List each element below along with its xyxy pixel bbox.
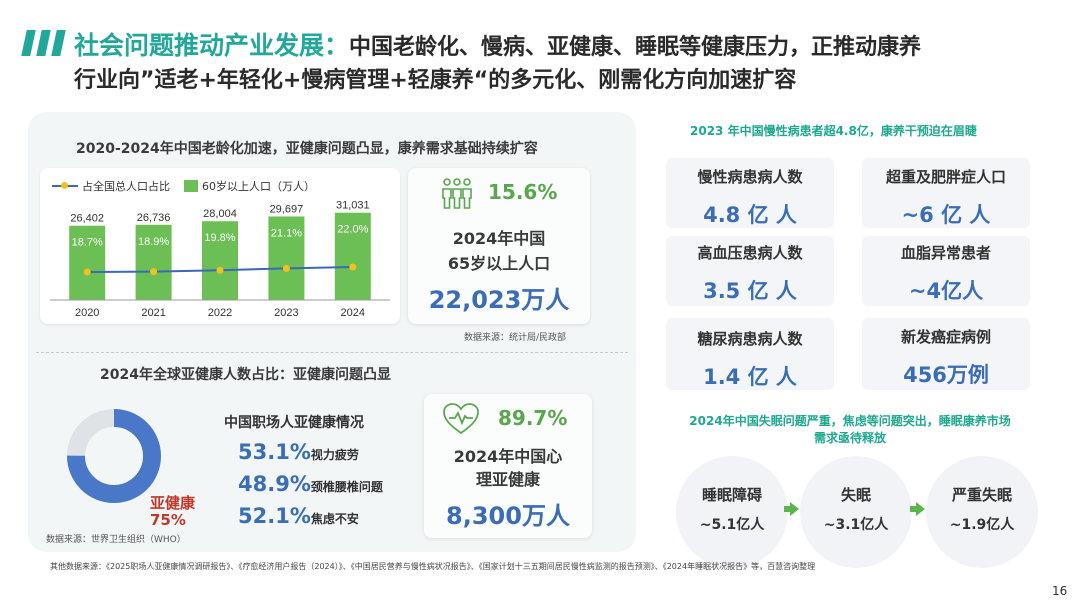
sleep-step-value-2: ~3.1亿人 xyxy=(823,517,889,533)
chronic-value-2: ~6 亿 人 xyxy=(901,203,991,227)
sleep-step-value-3: ~1.9亿人 xyxy=(949,517,1015,533)
donut-label: 亚健康 xyxy=(150,494,196,512)
legend-bar-swatch xyxy=(184,180,198,192)
sleep-heading-2: 需求亟待释放 xyxy=(813,431,886,445)
sleep-step-label-1: 睡眠障碍 xyxy=(701,486,762,504)
chronic-value-5: 1.4 亿 人 xyxy=(703,365,797,389)
chart-bar-label: 26,736 xyxy=(137,212,171,224)
workplace-pct-2: 48.9% xyxy=(238,472,311,496)
elderly-card xyxy=(408,168,590,324)
chart-bar xyxy=(135,224,172,300)
workplace-title: 中国职场人亚健康情况 xyxy=(224,415,364,431)
mental-label-2: 理亚健康 xyxy=(475,470,540,489)
chronic-value-3: 3.5 亿 人 xyxy=(703,279,797,303)
sleep-step-value-1: ~5.1亿人 xyxy=(699,517,765,533)
chart-x-tick: 2021 xyxy=(141,307,165,319)
panel-divider xyxy=(36,352,628,353)
chronic-label-1: 慢性病患病人数 xyxy=(697,168,803,186)
chart-line-point xyxy=(282,264,290,272)
chronic-label-2: 超重及肥胖症人口 xyxy=(885,168,1006,186)
aging-chart: 26,402 18.7% 2020 26,736 18.9% 2021 28,004 19.8… xyxy=(50,200,390,319)
chart-line-label: 19.8% xyxy=(204,232,235,244)
arrow-right-icon xyxy=(910,502,925,516)
sleep-step-label-3: 严重失眠 xyxy=(951,486,1012,504)
chronic-card: 超重及肥胖症人口 ~6 亿 人 xyxy=(862,158,1030,228)
sleep-heading-1: 2024年中国失眠问题严重，焦虑等问题突出，睡眠康养市场 xyxy=(689,414,1011,428)
chart-line-point xyxy=(83,268,91,276)
chronic-card: 慢性病患病人数 4.8 亿 人 xyxy=(666,158,834,228)
chart-line-point xyxy=(349,263,357,271)
chronic-heading: 2023 年中国慢性病患者超4.8亿，康养干预迫在眉睫 xyxy=(690,124,977,138)
sleep-step-label-2: 失眠 xyxy=(840,486,871,504)
chronic-label-5: 糖尿病患病人数 xyxy=(697,330,803,348)
sleep-step: 失眠 ~3.1亿人 xyxy=(800,456,912,568)
chart-bar-label: 29,697 xyxy=(270,203,304,215)
chronic-value-1: 4.8 亿 人 xyxy=(703,203,797,227)
workplace-label-1: 视力疲劳 xyxy=(310,448,359,462)
legend-line-label: 占全国总人口占比 xyxy=(82,180,170,193)
chart-bar-label: 28,004 xyxy=(203,208,237,220)
chronic-card: 糖尿病患病人数 1.4 亿 人 xyxy=(666,318,834,390)
chart-x-tick: 2020 xyxy=(75,307,99,319)
aging-section-title: 2020-2024年中国老龄化加速，亚健康问题凸显，康养需求基础持续扩容 xyxy=(76,141,538,157)
mental-value: 8,300万人 xyxy=(446,502,570,530)
chart-bar-label: 26,402 xyxy=(70,213,104,225)
elderly-pct: 15.6% xyxy=(488,180,558,204)
chart-line-point xyxy=(150,268,158,276)
page-number: 16 xyxy=(1052,584,1068,598)
mental-label-1: 2024年中国心 xyxy=(453,447,563,466)
chart-line-label: 22.0% xyxy=(337,224,368,236)
chart-bar xyxy=(268,216,305,300)
chart-line-label: 18.7% xyxy=(72,237,103,249)
footer-sources: 其他数据来源：《2025职场人亚健康情况调研报告》、《疗愈经济用户报告（2024… xyxy=(50,562,816,571)
chronic-card: 高血压患病人数 3.5 亿 人 xyxy=(666,236,834,306)
legend-bar-label: 60岁以上人口（万人） xyxy=(202,180,315,193)
workplace-label-2: 颈椎腰椎问题 xyxy=(310,480,383,494)
workplace-item: 48.9%颈椎腰椎问题 xyxy=(238,472,383,496)
sleep-step: 严重失眠 ~1.9亿人 xyxy=(926,456,1038,568)
subhealth-section-title: 2024年全球亚健康人数占比：亚健康问题凸显 xyxy=(100,367,391,383)
chronic-value-6: 456万例 xyxy=(903,363,989,387)
chronic-value-4: ~4亿人 xyxy=(908,279,984,303)
subhealth-source: 数据来源：世界卫生组织（WHO） xyxy=(46,535,186,545)
mental-pct: 89.7% xyxy=(498,406,568,430)
workplace-label-3: 焦虑不安 xyxy=(310,512,359,526)
chronic-label-4: 血脂异常患者 xyxy=(900,244,991,262)
chart-line-label: 21.1% xyxy=(271,227,302,239)
chronic-card: 新发癌症病例 456万例 xyxy=(862,318,1030,390)
arrow-right-icon xyxy=(784,502,799,516)
page-subtitle: 行业向”适老+年轻化+慢病管理+轻康养“的多元化、刚需化方向加速扩容 xyxy=(74,68,797,93)
title-rest: 中国老龄化、慢病、亚健康、睡眠等健康压力，正推动康养 xyxy=(349,35,922,60)
elderly-value: 22,023万人 xyxy=(428,286,570,314)
elderly-label-1: 2024年中国 xyxy=(452,229,546,248)
chart-bar xyxy=(334,212,371,300)
people-icon xyxy=(442,178,472,209)
title-highlight: 社会问题推动产业发展： xyxy=(74,31,350,60)
workplace-item: 53.1%视力疲劳 xyxy=(238,440,359,464)
workplace-pct-3: 52.1% xyxy=(238,504,311,528)
sleep-step: 睡眠障碍 ~5.1亿人 xyxy=(676,456,788,568)
donut-value: 75% xyxy=(150,511,186,529)
chart-line-point xyxy=(216,266,224,274)
chart-x-tick: 2024 xyxy=(341,307,365,319)
elderly-label-2: 65岁以上人口 xyxy=(447,254,551,273)
chronic-label-6: 新发癌症病例 xyxy=(900,328,991,346)
chart-bar xyxy=(69,225,106,300)
chart-bar-label: 31,031 xyxy=(336,200,370,212)
chronic-card: 血脂异常患者 ~4亿人 xyxy=(862,236,1030,306)
workplace-item: 52.1%焦虑不安 xyxy=(238,504,359,528)
subhealth-donut xyxy=(67,409,161,503)
elderly-source: 数据来源：统计局/民政部 xyxy=(464,333,567,343)
legend-dot-swatch xyxy=(61,182,68,189)
chart-line-label: 18.9% xyxy=(138,236,169,248)
chart-x-tick: 2022 xyxy=(208,307,232,319)
workplace-pct-1: 53.1% xyxy=(238,440,311,464)
chronic-label-3: 高血压患病人数 xyxy=(697,244,803,262)
title-bars-icon xyxy=(21,30,66,56)
page-title: 社会问题推动产业发展：中国老龄化、慢病、亚健康、睡眠等健康压力，正推动康养 xyxy=(74,26,921,62)
chart-bar xyxy=(202,221,238,300)
heart-pulse-icon xyxy=(443,403,479,435)
chart-legend: 占全国总人口占比 60岁以上人口（万人） xyxy=(52,178,392,194)
chart-x-tick: 2023 xyxy=(274,307,298,319)
